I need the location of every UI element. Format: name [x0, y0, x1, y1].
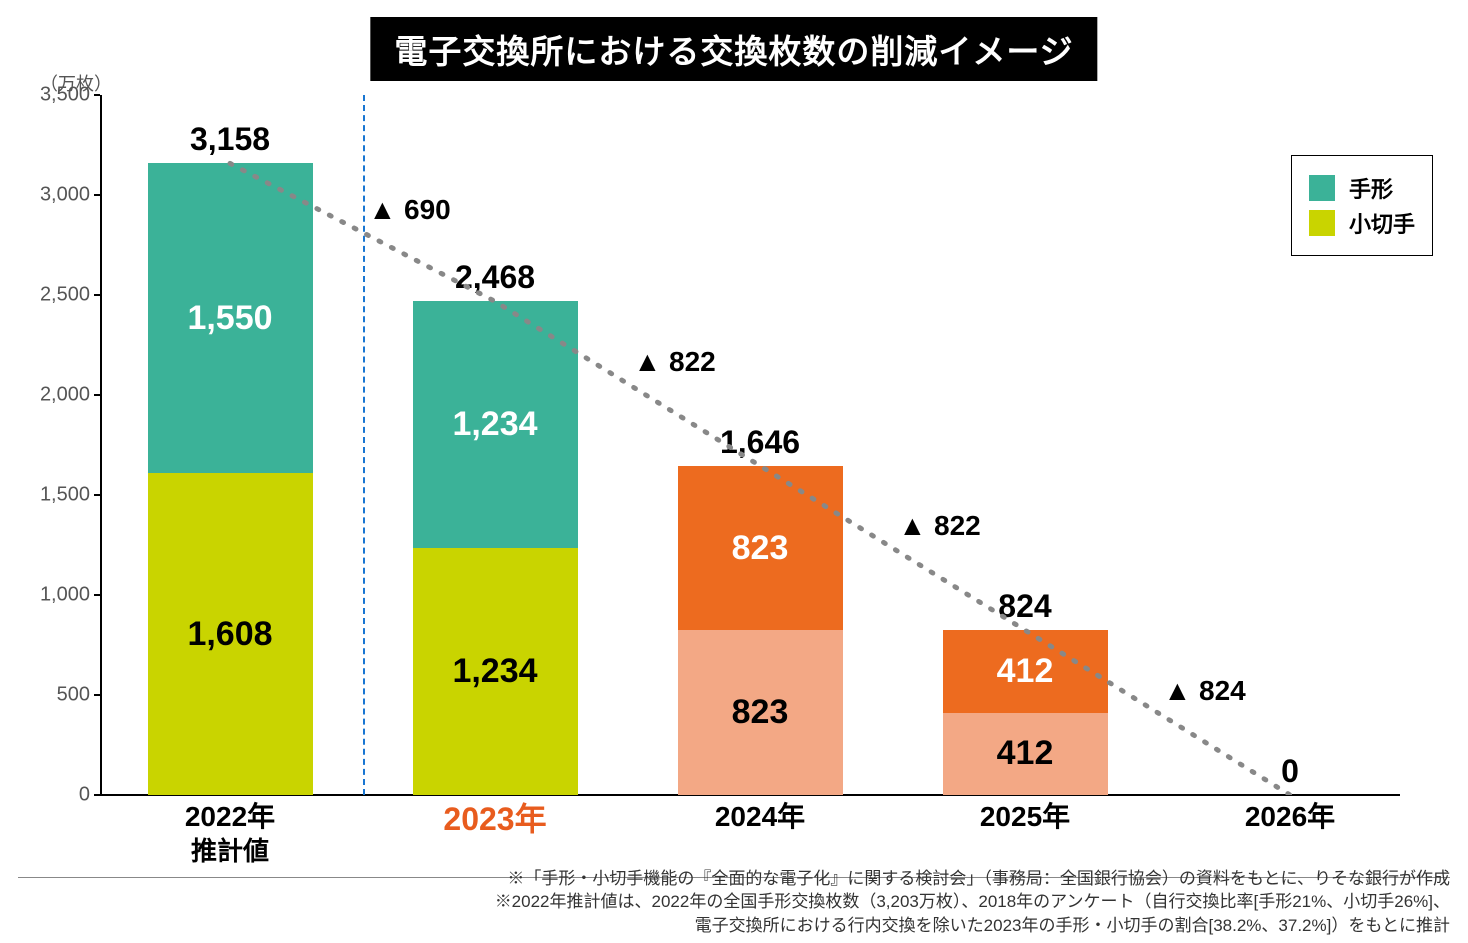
footnote-line: ※2022年推計値は、2022年の全国手形交換枚数（3,203万枚）、2018年… — [495, 890, 1450, 914]
y-axis-tick: 0 — [30, 784, 90, 807]
y-axis-tick: 1,000 — [30, 584, 90, 607]
y-axis-tick: 3,000 — [30, 184, 90, 207]
y-axis-tick-mark — [94, 94, 100, 96]
bar-segment: 412 — [943, 630, 1108, 712]
bar-total-label: 824 — [998, 588, 1051, 625]
chart-title: 電子交換所における交換枚数の削減イメージ — [370, 17, 1097, 81]
bar-total-label: 1,646 — [720, 424, 800, 461]
legend-item: 手形 — [1309, 172, 1415, 204]
y-axis-tick-mark — [94, 494, 100, 496]
bar-total-label: 3,158 — [190, 121, 270, 158]
delta-label: ▲ 824 — [1164, 675, 1246, 707]
footnote-line: ※「手形・小切手機能の『全面的な電子化』に関する検討会」（事務局：全国銀行協会）… — [495, 867, 1450, 891]
legend-label: 手形 — [1349, 172, 1393, 204]
legend-swatch — [1309, 175, 1335, 201]
y-axis-tick-mark — [94, 594, 100, 596]
chart-plot-area: 05001,0001,5002,0002,5003,0003,5001,6081… — [100, 95, 1420, 795]
legend-item: 小切手 — [1309, 207, 1415, 239]
bar-segment: 1,550 — [148, 163, 313, 473]
x-axis-label: 2022年推計値 — [185, 800, 275, 867]
x-axis-label: 2026年 — [1245, 800, 1335, 834]
y-axis-tick: 1,500 — [30, 484, 90, 507]
y-axis-tick-mark — [94, 794, 100, 796]
y-axis-tick: 2,000 — [30, 384, 90, 407]
bar-total-label: 0 — [1281, 753, 1299, 790]
bar-segment: 412 — [943, 713, 1108, 795]
delta-label: ▲ 690 — [369, 194, 451, 226]
y-axis-line — [100, 95, 102, 795]
y-axis-tick: 500 — [30, 684, 90, 707]
bar-segment: 823 — [678, 630, 843, 795]
footnote-line: 電子交換所における行内交換を除いた2023年の手形・小切手の割合[38.2%、3… — [495, 914, 1450, 938]
bar-segment: 1,234 — [413, 548, 578, 795]
bar-segment: 1,234 — [413, 301, 578, 548]
bar-total-label: 2,468 — [455, 259, 535, 296]
era-divider — [363, 95, 365, 795]
y-axis-tick-mark — [94, 194, 100, 196]
x-axis-label: 2024年 — [715, 800, 805, 834]
x-axis-label: 2023年 — [443, 800, 546, 838]
y-axis-tick: 2,500 — [30, 284, 90, 307]
y-axis-tick: 3,500 — [30, 84, 90, 107]
x-axis-label: 2025年 — [980, 800, 1070, 834]
legend-label: 小切手 — [1349, 207, 1415, 239]
legend: 手形小切手 — [1291, 155, 1433, 256]
y-axis-tick-mark — [94, 694, 100, 696]
bar-segment: 1,608 — [148, 473, 313, 795]
y-axis-tick-mark — [94, 294, 100, 296]
footnotes: ※「手形・小切手機能の『全面的な電子化』に関する検討会」（事務局：全国銀行協会）… — [495, 867, 1450, 938]
bar-segment: 823 — [678, 466, 843, 631]
delta-label: ▲ 822 — [899, 510, 981, 542]
legend-swatch — [1309, 210, 1335, 236]
delta-label: ▲ 822 — [634, 346, 716, 378]
y-axis-tick-mark — [94, 394, 100, 396]
